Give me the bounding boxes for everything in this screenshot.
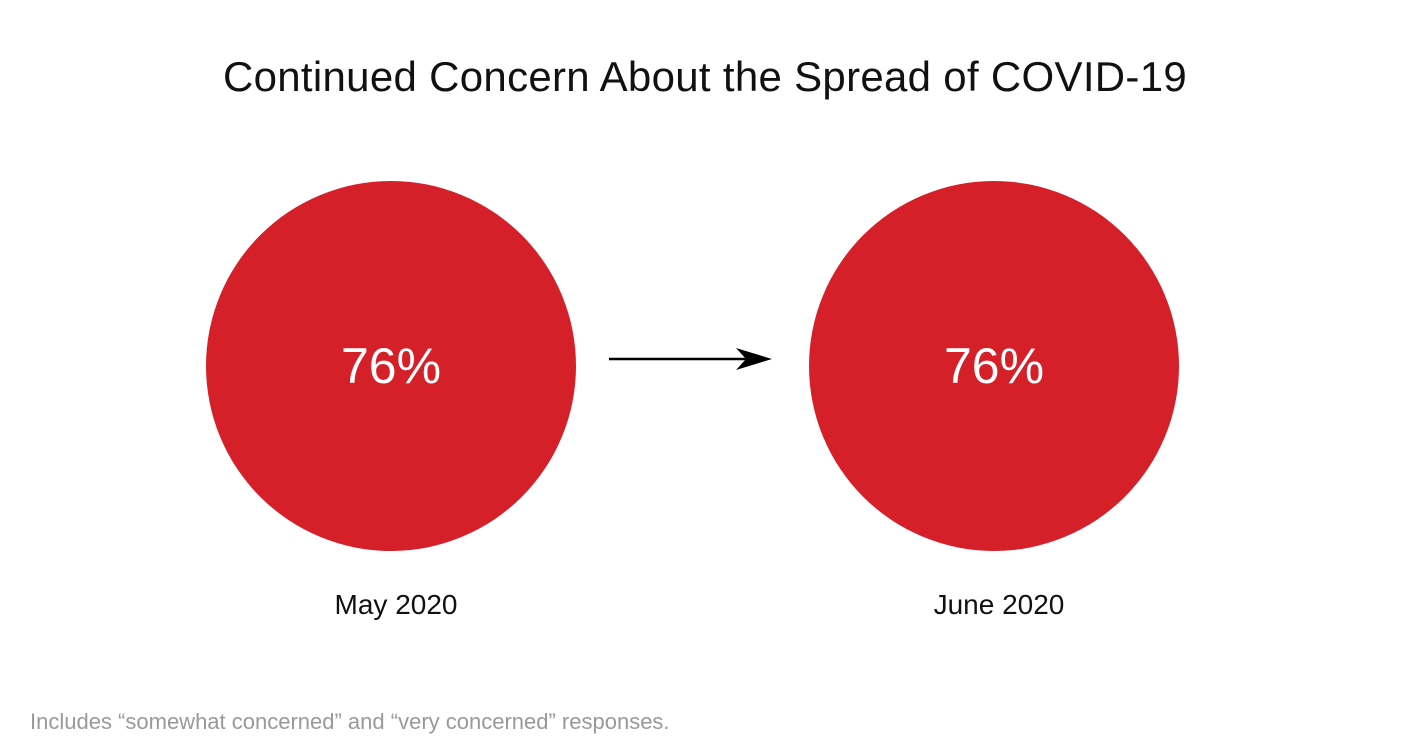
chart-title: Continued Concern About the Spread of CO… [222, 53, 1188, 100]
arrow-head-icon [736, 348, 772, 370]
value-label: 76% [341, 338, 441, 394]
value-label: 76% [944, 338, 1044, 394]
value-circle [206, 181, 576, 551]
category-label: June 2020 [934, 589, 1065, 620]
footnote: Includes “somewhat concerned” and “very … [30, 709, 670, 734]
category-label: May 2020 [335, 589, 458, 620]
value-circle [809, 181, 1179, 551]
